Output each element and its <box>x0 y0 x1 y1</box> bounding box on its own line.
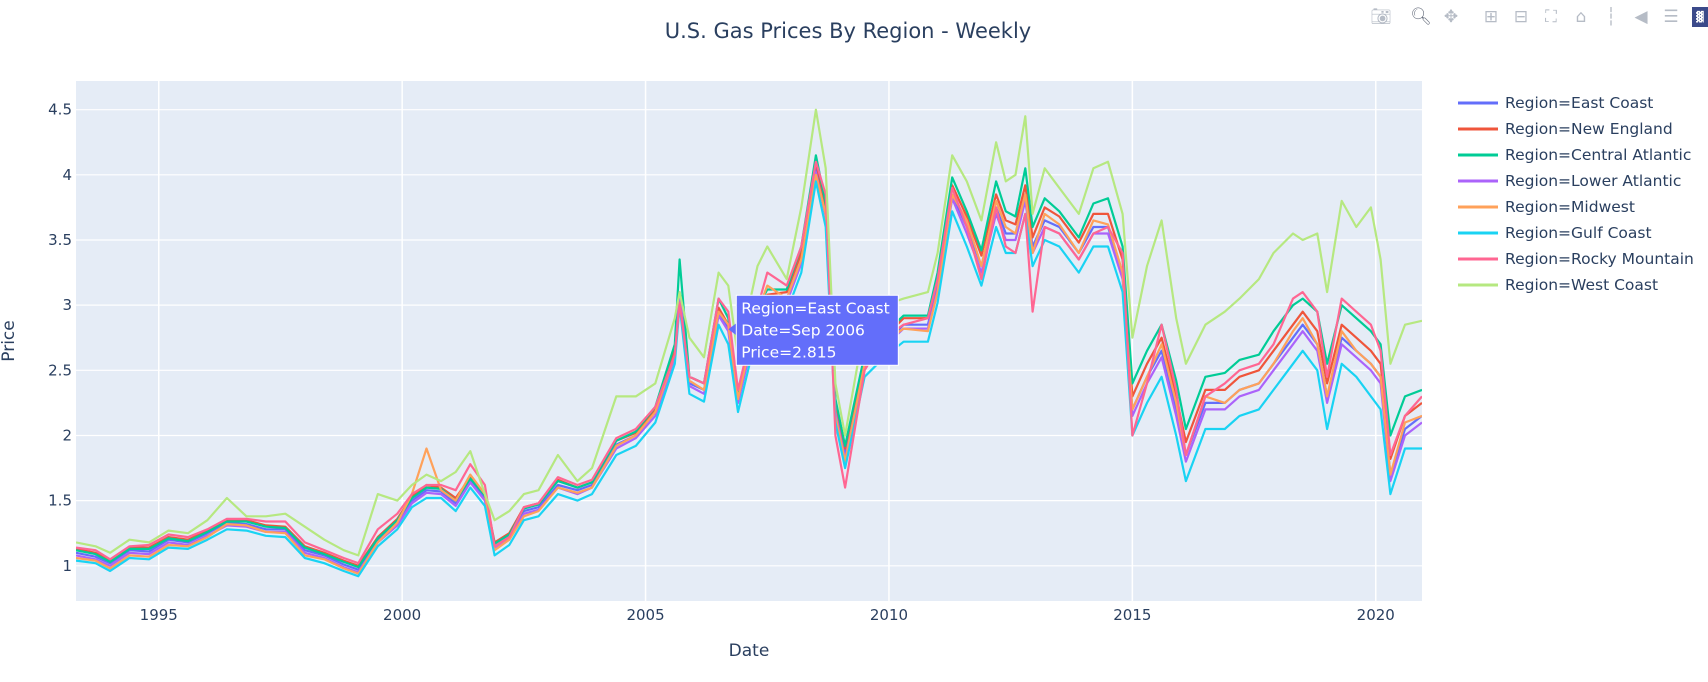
legend-item[interactable]: Region=Gulf Coast <box>1458 224 1652 242</box>
y-tick-label: 4.5 <box>48 101 72 119</box>
tooltip-pointer <box>728 323 737 336</box>
legend-label: Region=East Coast <box>1505 94 1653 112</box>
tooltip-line: Date=Sep 2006 <box>741 321 865 339</box>
legend-item[interactable]: Region=West Coast <box>1458 276 1658 294</box>
hover-compare-icon[interactable]: ☰ <box>1663 7 1679 27</box>
y-tick-label: 3.5 <box>48 231 72 249</box>
x-tick-label: 2020 <box>1357 606 1395 624</box>
y-tick-label: 4 <box>62 166 72 184</box>
legend: Region=East Coast Region=New England Regio… <box>1458 94 1694 294</box>
x-tick-label: 1995 <box>140 606 178 624</box>
axis-layer: 1995 2000 2005 2010 2015 2020 1 1.5 2 2.5 3 3.5 4 4.5 <box>48 101 1395 624</box>
legend-label: Region=New England <box>1505 120 1673 138</box>
spike-lines-icon[interactable]: ┆ <box>1605 7 1617 27</box>
autoscale-icon[interactable]: ⛶ <box>1545 7 1557 27</box>
pan-icon[interactable]: ✥ <box>1443 7 1459 27</box>
series-line-6[interactable] <box>76 160 1422 565</box>
y-tick-label: 2 <box>62 426 72 444</box>
y-tick-label: 2.5 <box>48 361 72 379</box>
series-line-4[interactable] <box>76 173 1422 575</box>
series-line-3[interactable] <box>76 171 1422 574</box>
x-tick-label: 2010 <box>870 606 908 624</box>
series-layer <box>76 108 1422 578</box>
modebar-toolbar: 📷︎ 🔍︎ ✥ ⊞ ⊟ ⛶ ⌂ ┆ ◀ ☰ ▓ <box>1366 4 1708 30</box>
legend-label: Region=Central Atlantic <box>1505 146 1691 164</box>
legend-item[interactable]: Region=Lower Atlantic <box>1458 172 1681 190</box>
zoom-in-icon[interactable]: ⊞ <box>1483 7 1499 27</box>
legend-item[interactable]: Region=Central Atlantic <box>1458 146 1691 164</box>
legend-item[interactable]: Region=Rocky Mountain <box>1458 250 1694 268</box>
hover-tooltip: Region=East Coast Date=Sep 2006 Price=2.81… <box>728 294 899 366</box>
legend-label: Region=West Coast <box>1505 276 1658 294</box>
legend-item[interactable]: Region=New England <box>1458 120 1673 138</box>
legend-item[interactable]: Region=East Coast <box>1458 94 1653 112</box>
x-tick-label: 2000 <box>383 606 421 624</box>
tooltip-box <box>735 294 899 366</box>
series-line-7[interactable] <box>76 108 1422 557</box>
zoom-out-icon[interactable]: ⊟ <box>1513 7 1529 27</box>
x-axis-title: Date <box>729 641 770 661</box>
plotly-logo-icon[interactable]: ▓ <box>1692 7 1708 27</box>
legend-label: Region=Gulf Coast <box>1505 224 1652 242</box>
y-axis-title: Price <box>0 320 19 361</box>
x-tick-label: 2015 <box>1113 606 1151 624</box>
legend-label: Region=Lower Atlantic <box>1505 172 1681 190</box>
y-tick-label: 1 <box>62 557 72 575</box>
hover-closest-icon[interactable]: ◀ <box>1634 7 1648 27</box>
y-tick-label: 1.5 <box>48 492 72 510</box>
tooltip-line: Price=2.815 <box>741 343 836 361</box>
tooltip-line: Region=East Coast <box>741 299 889 317</box>
zoom-icon[interactable]: 🔍︎ <box>1410 7 1432 27</box>
y-tick-label: 3 <box>62 296 72 314</box>
legend-label: Region=Rocky Mountain <box>1505 250 1694 268</box>
x-tick-label: 2005 <box>626 606 664 624</box>
home-icon[interactable]: ⌂ <box>1575 7 1587 27</box>
series-line-5[interactable] <box>76 180 1422 578</box>
legend-item[interactable]: Region=Midwest <box>1458 198 1635 216</box>
camera-icon[interactable]: 📷︎ <box>1370 7 1392 27</box>
legend-label: Region=Midwest <box>1505 198 1635 216</box>
chart-title: U.S. Gas Prices By Region - Weekly <box>665 19 1031 43</box>
series-line-1[interactable] <box>76 160 1422 567</box>
